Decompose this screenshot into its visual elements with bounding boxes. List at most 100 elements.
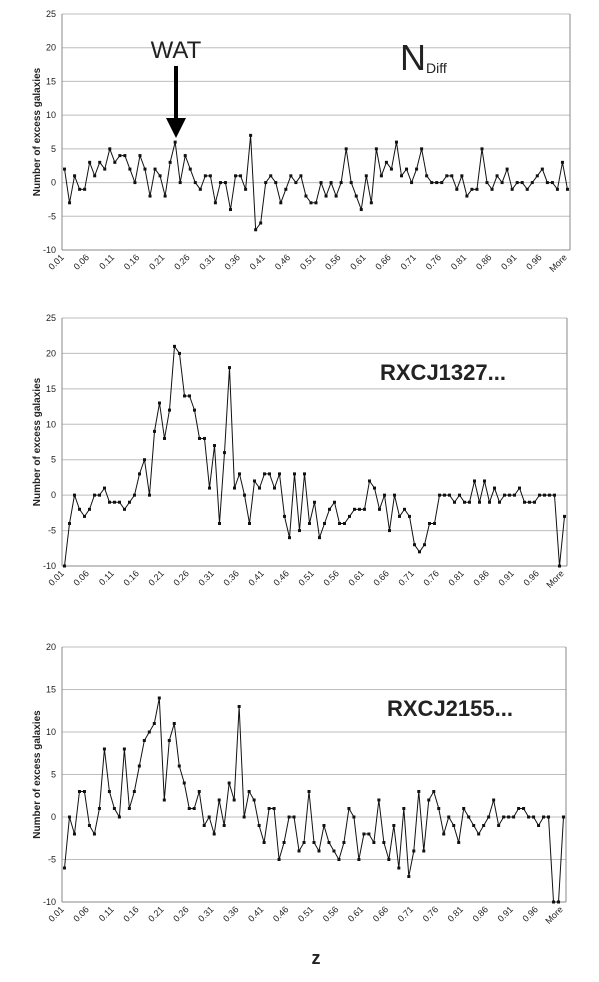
x-tick-label: 0.26 xyxy=(172,252,191,271)
data-point xyxy=(527,815,531,819)
data-point xyxy=(222,824,226,827)
data-point xyxy=(410,181,414,185)
data-point xyxy=(364,174,368,178)
data-point xyxy=(387,858,391,861)
data-point xyxy=(347,807,351,810)
data-point xyxy=(102,747,106,751)
data-point xyxy=(362,832,366,836)
data-point xyxy=(82,790,86,793)
x-tick-label: 0.61 xyxy=(346,904,365,923)
data-point xyxy=(287,815,291,819)
data-point xyxy=(68,201,72,205)
annotation-arrowhead xyxy=(166,118,186,138)
x-tick-label: 0.51 xyxy=(296,568,315,587)
chart-title: RXCJ2155... xyxy=(387,696,513,721)
data-point xyxy=(455,187,459,191)
x-tick-label: 0.11 xyxy=(97,568,116,587)
data-point xyxy=(462,807,466,810)
data-point xyxy=(372,841,376,844)
data-point xyxy=(294,181,298,185)
data-point xyxy=(378,507,381,511)
data-point xyxy=(223,451,226,455)
data-point xyxy=(123,154,127,158)
data-point xyxy=(358,507,361,511)
data-point xyxy=(173,140,177,144)
data-point xyxy=(368,479,371,483)
data-point xyxy=(259,221,263,225)
data-point xyxy=(103,486,106,490)
data-point xyxy=(244,187,248,191)
data-point xyxy=(322,824,326,827)
data-point xyxy=(488,500,491,504)
x-tick-label: 0.36 xyxy=(223,252,242,271)
data-point xyxy=(468,500,471,504)
x-tick-label: 0.56 xyxy=(323,252,342,271)
data-point xyxy=(212,832,216,836)
data-point xyxy=(442,832,446,836)
data-point xyxy=(392,824,396,827)
x-tick-label: 0.71 xyxy=(399,252,418,271)
data-point xyxy=(183,154,187,158)
data-point xyxy=(62,866,66,870)
chart-title: NDiff xyxy=(400,37,447,78)
data-point xyxy=(128,500,131,504)
data-point xyxy=(413,543,416,547)
data-point xyxy=(93,493,96,497)
data-point xyxy=(384,160,388,164)
data-point xyxy=(480,147,484,151)
data-point xyxy=(68,521,71,525)
data-point xyxy=(338,521,341,525)
data-point xyxy=(247,790,251,793)
data-point xyxy=(277,858,281,861)
data-point xyxy=(547,815,551,819)
data-point xyxy=(545,181,549,185)
data-point xyxy=(495,174,499,178)
data-point xyxy=(262,841,266,844)
data-point xyxy=(178,351,181,355)
data-point xyxy=(420,147,424,151)
data-point xyxy=(258,486,261,490)
y-axis-label: Number of excess galaxies xyxy=(32,67,43,196)
data-point xyxy=(440,181,444,185)
data-point xyxy=(238,472,241,476)
data-point xyxy=(510,187,514,191)
data-point xyxy=(558,564,561,568)
data-point xyxy=(197,790,201,793)
data-point xyxy=(369,201,373,205)
data-point xyxy=(138,154,142,158)
x-tick-label: 0.41 xyxy=(248,252,267,271)
data-point xyxy=(394,140,398,144)
data-point xyxy=(324,194,328,198)
y-tick-label: 15 xyxy=(46,76,56,86)
data-point xyxy=(92,832,96,836)
data-point xyxy=(438,493,441,497)
data-point xyxy=(163,436,166,440)
data-point xyxy=(257,824,261,827)
data-point xyxy=(93,174,97,178)
data-point xyxy=(418,550,421,554)
y-tick-label: 25 xyxy=(46,9,56,19)
data-point xyxy=(237,705,241,708)
data-point xyxy=(447,815,451,819)
data-point xyxy=(373,486,376,490)
x-tick-label: 0.86 xyxy=(474,252,493,271)
data-point xyxy=(463,500,466,504)
x-tick-label: 0.71 xyxy=(396,904,415,923)
data-point xyxy=(343,521,346,525)
x-tick-label: 0.06 xyxy=(71,568,90,587)
data-point xyxy=(458,493,461,497)
data-point xyxy=(344,147,348,151)
x-tick-label: 0.81 xyxy=(446,568,465,587)
data-point xyxy=(402,807,406,810)
data-point xyxy=(303,472,306,476)
data-point xyxy=(208,486,211,490)
data-point xyxy=(267,807,271,810)
data-point xyxy=(182,781,186,785)
data-point xyxy=(543,493,546,497)
data-point xyxy=(264,181,268,185)
x-tick-label: 0.61 xyxy=(348,252,367,271)
data-point xyxy=(393,493,396,497)
data-point xyxy=(234,174,238,178)
data-point xyxy=(273,486,276,490)
data-point xyxy=(242,815,246,819)
